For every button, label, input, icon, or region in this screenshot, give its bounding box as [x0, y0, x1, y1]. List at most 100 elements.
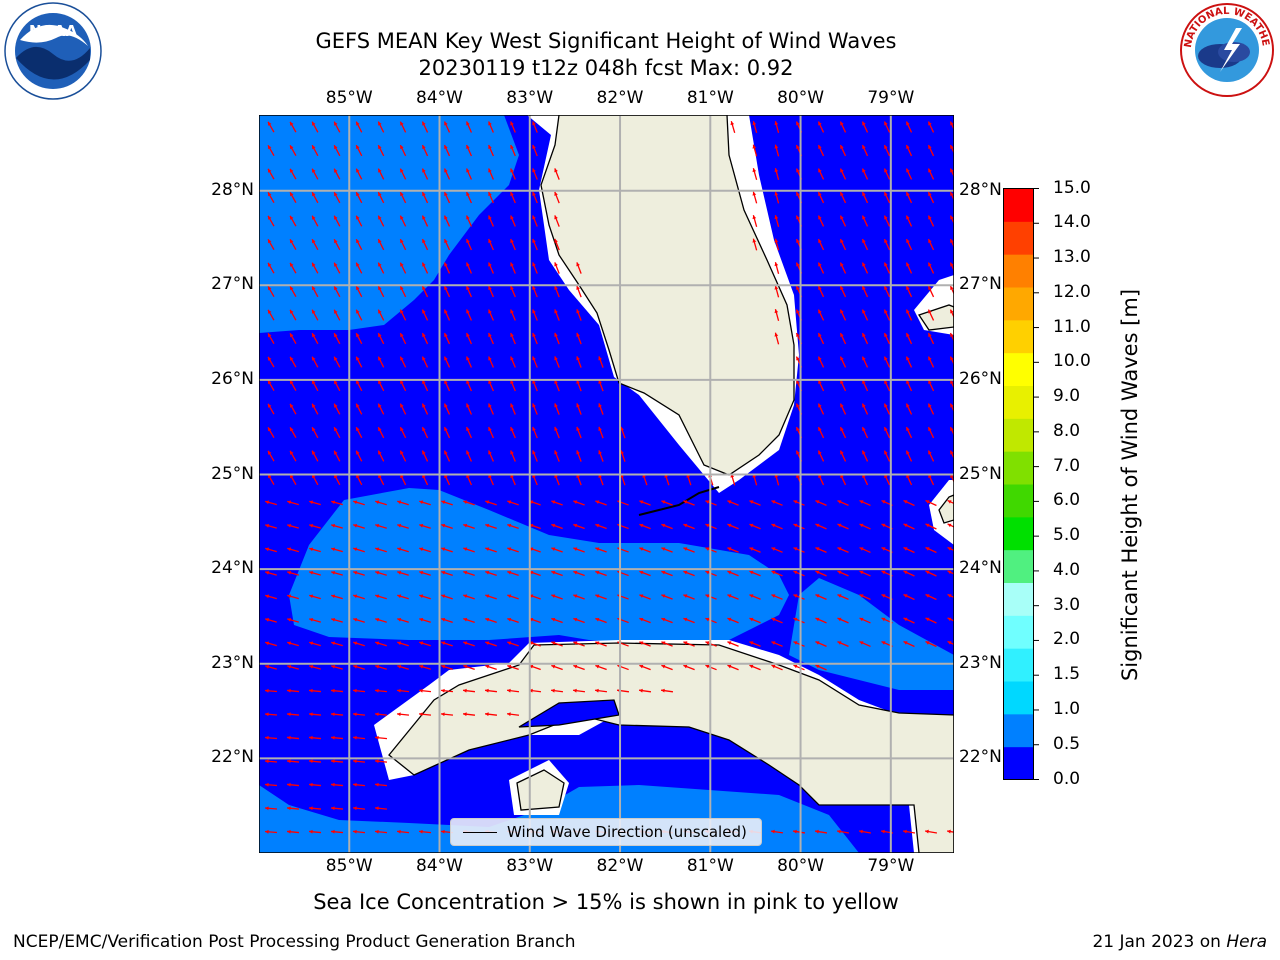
wave-direction-arrow — [375, 570, 387, 576]
wave-direction-arrow — [377, 285, 385, 298]
wave-direction-arrow — [374, 759, 388, 764]
wave-direction-arrow — [265, 641, 277, 647]
wave-direction-arrow — [308, 712, 322, 717]
wave-direction-arrow — [374, 712, 388, 717]
wave-direction-arrow — [554, 285, 560, 298]
wave-direction-arrow — [861, 450, 869, 462]
wave-direction-arrow — [949, 379, 954, 390]
colorbar-bin — [1003, 451, 1034, 485]
wave-direction-arrow — [286, 759, 300, 764]
wave-direction-arrow — [817, 168, 825, 180]
chart-title: GEFS MEAN Key West Significant Height of… — [315, 29, 897, 53]
wave-direction-arrow — [905, 285, 913, 298]
wave-direction-arrow — [839, 309, 847, 321]
wave-direction-arrow — [377, 332, 385, 345]
wave-direction-arrow — [817, 215, 825, 227]
wave-direction-arrow — [861, 426, 869, 439]
wave-direction-arrow — [485, 500, 497, 506]
wave-direction-arrow — [883, 379, 891, 392]
wave-direction-arrow — [905, 262, 913, 274]
wave-direction-arrow — [771, 570, 783, 577]
wave-direction-arrow — [947, 570, 954, 575]
latitude-label-right: 22°N — [959, 747, 1002, 768]
wave-direction-arrow — [573, 547, 585, 553]
wave-direction-arrow — [463, 594, 475, 600]
wave-direction-arrow — [488, 426, 494, 439]
wave-direction-arrow — [859, 546, 871, 554]
latitude-label-right: 28°N — [959, 179, 1002, 200]
wave-direction-arrow — [576, 262, 582, 274]
wave-direction-arrow — [463, 523, 475, 529]
wave-direction-arrow — [330, 735, 344, 740]
wave-direction-arrow — [683, 664, 695, 671]
longitude-label-bottom: 82°W — [596, 856, 644, 876]
wave-direction-arrow — [331, 641, 343, 647]
colorbar-bin — [1003, 188, 1034, 222]
wave-direction-arrow — [661, 547, 673, 553]
wave-direction-arrow — [399, 215, 407, 227]
wave-direction-arrow — [352, 806, 366, 811]
wave-direction-arrow — [443, 262, 451, 274]
wave-direction-arrow — [462, 688, 476, 693]
wave-direction-arrow — [595, 664, 607, 671]
wave-direction-arrow — [771, 617, 783, 624]
wave-direction-arrow — [554, 356, 560, 368]
wave-direction-arrow — [532, 238, 538, 251]
wave-direction-arrow — [352, 829, 366, 834]
wave-direction-arrow — [861, 262, 869, 274]
latitude-label-right: 23°N — [959, 652, 1002, 673]
wave-direction-arrow — [267, 191, 275, 204]
wave-direction-arrow — [485, 523, 497, 530]
colorbar-tick-label: 0.0 — [1053, 768, 1081, 789]
wave-direction-arrow — [287, 570, 299, 576]
wave-direction-arrow — [421, 426, 429, 439]
colorbar-bin — [1003, 484, 1034, 518]
colorbar-tick-label: 4.0 — [1053, 559, 1081, 580]
colorbar-bin — [1003, 221, 1034, 255]
wave-direction-arrow — [554, 309, 560, 321]
wave-direction-arrow — [551, 523, 563, 530]
wave-direction-arrow — [510, 332, 516, 345]
wave-direction-arrow — [661, 641, 673, 647]
wave-direction-arrow — [839, 379, 847, 392]
wave-direction-arrow — [397, 570, 409, 576]
wave-direction-arrow — [573, 594, 585, 600]
wave-direction-arrow — [730, 121, 736, 133]
wave-direction-arrow — [333, 144, 341, 157]
wave-direction-arrow — [330, 688, 344, 693]
wave-direction-arrow — [683, 617, 695, 624]
wave-direction-arrow — [903, 617, 915, 624]
wave-direction-arrow — [355, 426, 363, 439]
wave-direction-arrow — [443, 215, 451, 227]
wave-direction-arrow — [639, 641, 651, 647]
wave-direction-arrow — [488, 144, 494, 157]
wave-direction-arrow — [638, 688, 652, 693]
latitude-label-left: 22°N — [211, 747, 254, 768]
wave-direction-arrow — [267, 121, 275, 133]
wave-direction-arrow — [837, 570, 849, 577]
wave-direction-arrow — [595, 500, 607, 506]
wave-direction-arrow — [309, 547, 321, 553]
wave-direction-arrow — [925, 593, 937, 601]
wave-direction-arrow — [374, 829, 388, 834]
wave-direction-arrow — [286, 712, 300, 717]
wave-direction-arrow — [465, 215, 473, 227]
wave-direction-arrow — [352, 735, 366, 740]
wave-direction-arrow — [532, 332, 538, 345]
wave-direction-arrow — [377, 356, 385, 368]
wave-direction-arrow — [399, 379, 407, 392]
wave-direction-arrow — [510, 403, 516, 415]
wave-direction-arrow — [905, 332, 913, 345]
wave-direction-arrow — [333, 379, 341, 392]
wave-direction-arrow — [397, 641, 409, 647]
wave-direction-arrow — [443, 121, 451, 133]
wave-direction-arrow — [532, 121, 538, 133]
wave-direction-arrow — [267, 309, 275, 321]
wave-direction-arrow — [289, 309, 297, 321]
wave-direction-arrow — [595, 594, 607, 600]
wave-direction-arrow — [355, 309, 363, 321]
wave-direction-arrow — [463, 664, 475, 670]
wave-direction-arrow — [355, 356, 363, 368]
wave-direction-arrow — [554, 238, 560, 251]
wave-direction-arrow — [859, 499, 871, 507]
